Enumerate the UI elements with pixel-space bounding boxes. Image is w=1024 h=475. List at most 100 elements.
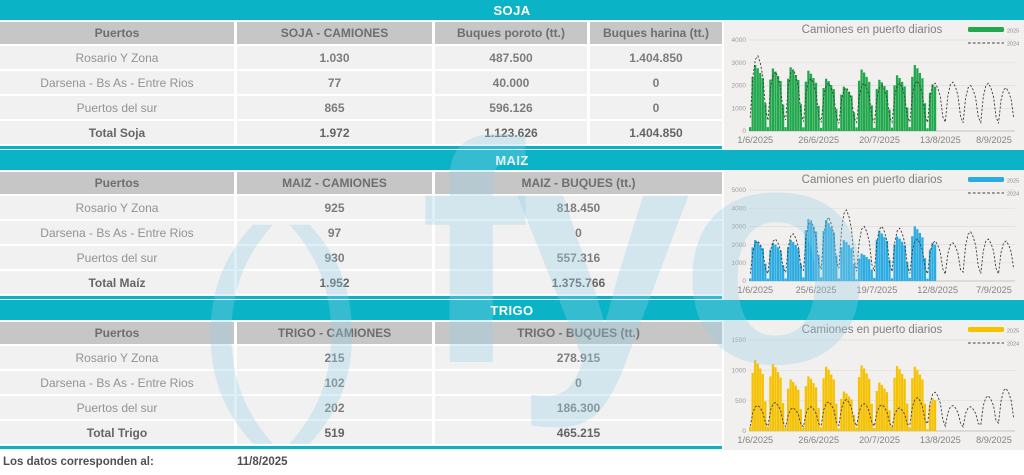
value-cell: 0 (590, 96, 722, 119)
value-cell: 557.316 (435, 246, 722, 269)
svg-text:0: 0 (742, 128, 746, 135)
port-label: Darsena - Bs As - Entre Rios (0, 71, 234, 94)
port-label: Puertos del sur (0, 396, 234, 419)
column-header-puertos: Puertos (0, 172, 234, 194)
svg-text:1000: 1000 (732, 368, 747, 375)
svg-text:Camiones en puerto diarios: Camiones en puerto diarios (802, 174, 943, 186)
table-bottom-accent (0, 296, 722, 299)
value-cell: 97 (237, 221, 432, 244)
footer-date: 11/8/2025 (237, 456, 288, 468)
section-title-trigo: TRIGO (0, 300, 1024, 320)
svg-text:Camiones en puerto diarios: Camiones en puerto diarios (802, 324, 943, 336)
total-label: Total Maíz (0, 271, 234, 294)
svg-text:1/6/2025: 1/6/2025 (737, 435, 773, 445)
port-label: Puertos del sur (0, 96, 234, 119)
total-value: 1.123.626 (435, 121, 587, 144)
section-trigo: TRIGO Puertos TRIGO - CAMIONES TRIGO - B… (0, 300, 1024, 450)
svg-text:1/6/2025: 1/6/2025 (737, 285, 773, 295)
svg-text:1000: 1000 (732, 106, 747, 113)
value-cell: 0 (590, 71, 722, 94)
maiz-chart-panel: 0 1000 2000 3000 4000 5000 1/6/2025 25/6/2025 19… (724, 170, 1024, 300)
column-header-puertos: Puertos (0, 22, 234, 44)
section-soja: SOJA Puertos SOJA - CAMIONES Buques poro… (0, 0, 1024, 150)
value-cell: 0 (435, 371, 722, 394)
section-title-soja: SOJA (0, 0, 1024, 20)
port-label: Darsena - Bs As - Entre Rios (0, 221, 234, 244)
total-value: 1.972 (237, 121, 432, 144)
maiz-table: Puertos MAIZ - CAMIONES MAIZ - BUQUES (t… (0, 170, 722, 300)
svg-text:1000: 1000 (732, 260, 747, 267)
value-cell: 1.030 (237, 46, 432, 69)
port-label: Rosario Y Zona (0, 196, 234, 219)
svg-text:500: 500 (735, 398, 746, 405)
maiz-camiones-chart: 0 1000 2000 3000 4000 5000 1/6/2025 25/6/2025 19… (732, 174, 1020, 295)
value-cell: 102 (237, 371, 432, 394)
svg-text:3000: 3000 (732, 224, 747, 231)
svg-text:7/9/2025: 7/9/2025 (976, 285, 1012, 295)
total-value: 465.215 (435, 421, 722, 444)
svg-text:2025: 2025 (1007, 179, 1019, 185)
total-label: Total Soja (0, 121, 234, 144)
svg-text:3000: 3000 (732, 60, 747, 67)
port-label: Rosario Y Zona (0, 46, 234, 69)
total-value: 1.404.850 (590, 121, 722, 144)
svg-text:1500: 1500 (732, 337, 747, 344)
svg-text:20/7/2025: 20/7/2025 (859, 135, 900, 145)
value-cell: 202 (237, 396, 432, 419)
svg-text:0: 0 (742, 278, 746, 285)
svg-text:8/9/2025: 8/9/2025 (976, 135, 1012, 145)
column-header-puertos: Puertos (0, 322, 234, 344)
value-cell: 925 (237, 196, 432, 219)
svg-text:19/7/2025: 19/7/2025 (856, 285, 897, 295)
svg-text:13/8/2025: 13/8/2025 (920, 135, 961, 145)
svg-text:4000: 4000 (732, 37, 747, 44)
value-cell: 40.000 (435, 71, 587, 94)
svg-text:26/6/2025: 26/6/2025 (798, 135, 839, 145)
footer-label: Los datos corresponden al: (3, 456, 154, 468)
soja-table: Puertos SOJA - CAMIONES Buques poroto (t… (0, 20, 722, 150)
value-cell: 930 (237, 246, 432, 269)
svg-text:2024: 2024 (1007, 42, 1019, 48)
column-header-buques-poroto: Buques poroto (tt.) (435, 22, 587, 44)
port-label: Puertos del sur (0, 246, 234, 269)
svg-text:8/9/2025: 8/9/2025 (976, 435, 1012, 445)
svg-text:0: 0 (742, 428, 746, 435)
total-value: 1.375.766 (435, 271, 722, 294)
svg-text:13/8/2025: 13/8/2025 (920, 435, 961, 445)
total-value: 1.952 (237, 271, 432, 294)
value-cell: 77 (237, 71, 432, 94)
value-cell: 487.500 (435, 46, 587, 69)
value-cell: 215 (237, 346, 432, 369)
soja-camiones-chart: 0 1000 2000 3000 4000 1/6/2025 26/6/2025 20/7/2… (732, 24, 1020, 145)
svg-text:5000: 5000 (732, 187, 747, 194)
svg-text:26/6/2025: 26/6/2025 (798, 435, 839, 445)
value-cell: 818.450 (435, 196, 722, 219)
svg-text:2000: 2000 (732, 83, 747, 90)
svg-text:20/7/2025: 20/7/2025 (859, 435, 900, 445)
column-header-maiz-buques: MAIZ - BUQUES (tt.) (435, 172, 722, 194)
value-cell: 1.404.850 (590, 46, 722, 69)
total-value: 519 (237, 421, 432, 444)
value-cell: 865 (237, 96, 432, 119)
value-cell: 186.300 (435, 396, 722, 419)
value-cell: 596.126 (435, 96, 587, 119)
section-maiz: MAIZ Puertos MAIZ - CAMIONES MAIZ - BUQU… (0, 150, 1024, 300)
trigo-table: Puertos TRIGO - CAMIONES TRIGO - BUQUES … (0, 320, 722, 450)
section-title-maiz: MAIZ (0, 150, 1024, 170)
column-header-trigo-buques: TRIGO - BUQUES (tt.) (435, 322, 722, 344)
svg-text:1/6/2025: 1/6/2025 (737, 135, 773, 145)
column-header-maiz-camiones: MAIZ - CAMIONES (237, 172, 432, 194)
port-label: Rosario Y Zona (0, 346, 234, 369)
svg-text:4000: 4000 (732, 205, 747, 212)
svg-text:Camiones en puerto diarios: Camiones en puerto diarios (802, 24, 943, 36)
svg-text:2024: 2024 (1007, 342, 1019, 348)
table-bottom-accent (0, 446, 722, 449)
column-header-trigo-camiones: TRIGO - CAMIONES (237, 322, 432, 344)
soja-chart-panel: 0 1000 2000 3000 4000 1/6/2025 26/6/2025 20/7/2… (724, 20, 1024, 150)
svg-text:2024: 2024 (1007, 192, 1019, 198)
svg-text:2025: 2025 (1007, 329, 1019, 335)
column-header-buques-harina: Buques harina (tt.) (590, 22, 722, 44)
value-cell: 278.915 (435, 346, 722, 369)
svg-text:25/6/2025: 25/6/2025 (796, 285, 837, 295)
total-label: Total Trigo (0, 421, 234, 444)
